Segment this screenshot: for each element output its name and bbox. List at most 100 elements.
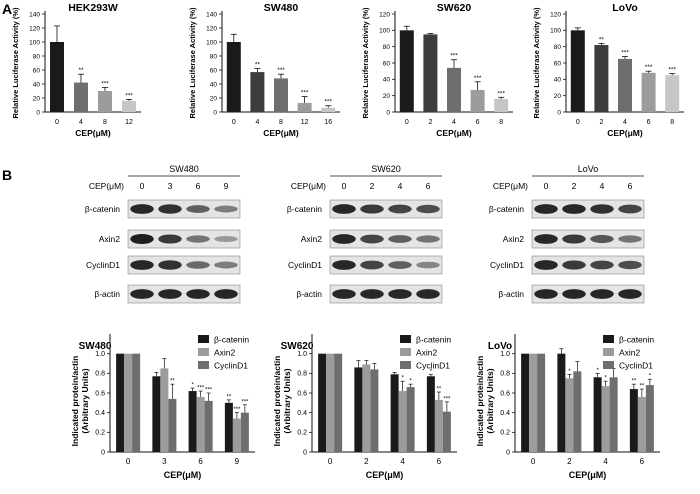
y-tick-label: 0.4 (95, 410, 105, 417)
protein-label: β-catenin (287, 204, 322, 214)
blot-band (534, 204, 558, 214)
cep-label: CEP(μM) (291, 181, 326, 191)
blot-band (214, 289, 238, 299)
significance-label: *** (197, 386, 205, 392)
protein-label: CyclinD1 (86, 260, 120, 270)
blot-band (332, 289, 356, 299)
bar-axin2-0 (529, 353, 538, 452)
bar-beta-catenin-2 (557, 353, 566, 452)
western-blots: SW480 CEP(μM) 0 3 6 9 β-catenin Axin2 CyclinD1 β-… (85, 164, 645, 304)
blot-strip (531, 284, 645, 304)
significance-label: *** (205, 388, 213, 394)
dose-label: 2 (370, 181, 375, 191)
bar-cyclind1-6 (645, 385, 654, 452)
x-axis-label: CEP(μM) (569, 470, 607, 480)
blot-band (534, 234, 558, 244)
bar-sw620-0 (399, 30, 414, 112)
x-tick-label: 8 (279, 119, 283, 126)
blot-band (416, 235, 440, 243)
bar-sw480-0 (226, 42, 241, 112)
y-axis-label-units: (Arbitrary Units) (485, 368, 495, 433)
y-axis-label: Relative Luciferase Activity (%) (532, 7, 541, 119)
significance-label: * (568, 369, 571, 375)
bar-sw480-16 (321, 107, 336, 112)
bar-cyclind1-0 (334, 353, 343, 452)
dose-label: 4 (398, 181, 403, 191)
bar-beta-catenin-6 (629, 389, 638, 452)
x-tick-label: 16 (324, 119, 332, 126)
y-tick-label: 140 (29, 11, 40, 18)
y-tick-label: 1.0 (500, 351, 510, 358)
x-tick-label: 12 (125, 119, 133, 126)
x-axis-label: CEP(μM) (263, 128, 299, 138)
blot-strip (329, 229, 443, 249)
blot-band (562, 289, 586, 299)
dose-label: 6 (196, 181, 201, 191)
bar-beta-catenin-6 (188, 391, 197, 452)
legend-swatch (400, 335, 411, 343)
bar-beta-catenin-3 (152, 376, 161, 452)
x-tick-label: 8 (670, 119, 674, 126)
x-tick-label: 8 (499, 119, 503, 126)
significance-label: *** (443, 396, 451, 402)
bar-axin2-2 (565, 378, 574, 452)
blot-band (332, 234, 356, 244)
blot-band (590, 289, 614, 299)
blot-band (534, 260, 558, 270)
significance-label: ** (599, 36, 605, 43)
blot-cell-title: SW480 (169, 164, 199, 174)
x-tick-label: 4 (603, 457, 608, 466)
x-tick-label: 4 (79, 119, 83, 126)
bar-beta-catenin-0 (116, 353, 125, 452)
blot-band (130, 289, 154, 299)
significance-label: ** (255, 62, 261, 69)
panel-letter-a: A (2, 1, 12, 17)
significance-label: * (596, 368, 599, 374)
quantification-charts: SW480 0 0.2 0.4 0.6 0.8 1.0 Indicated protein/a… (70, 334, 660, 480)
y-tick-label: 120 (379, 11, 390, 18)
y-tick-label: 20 (554, 93, 562, 100)
blot-band (618, 260, 642, 270)
y-tick-label: 0.2 (500, 430, 510, 437)
y-axis-label: Relative Luciferase Activity (%) (188, 7, 197, 119)
x-axis-label: CEP(μM) (164, 470, 202, 480)
protein-label: β-catenin (85, 204, 120, 214)
y-tick-label: 120 (29, 25, 40, 32)
bar-cyclind1-9 (240, 412, 249, 452)
x-axis-label: CEP(μM) (436, 128, 472, 138)
x-axis-label: CEP(μM) (75, 128, 111, 138)
bar-cyclind1-2 (370, 369, 379, 452)
y-axis-label: Indicated protein/actin (272, 356, 282, 447)
legend-swatch (198, 348, 209, 356)
blot-band (186, 235, 210, 243)
legend-swatch (198, 335, 209, 343)
bar-cyclind1-4 (609, 377, 618, 452)
bar-cyclind1-6 (442, 411, 451, 452)
blot-sw620: SW620 CEP(μM) 0 2 4 6 β-catenin Axin2 CyclinD1 β-… (287, 164, 443, 304)
x-tick-label: 4 (623, 119, 627, 126)
significance-label: *** (450, 53, 458, 60)
blot-band (158, 234, 182, 244)
y-tick-label: 60 (383, 60, 391, 67)
significance-label: * (604, 376, 607, 382)
bar-hek293w-4 (74, 82, 88, 112)
bar-lovo-8 (665, 75, 680, 112)
bar-axin2-6 (434, 399, 443, 452)
blot-band (214, 236, 238, 242)
y-tick-label: 60 (33, 67, 41, 74)
dose-label: 3 (168, 181, 173, 191)
protein-label: Axin2 (99, 234, 121, 244)
legend-label: β-catenin (416, 335, 451, 345)
chart-title: HEK293W (68, 2, 118, 14)
protein-label: β-actin (94, 289, 120, 299)
significance-label: *** (101, 81, 109, 88)
blot-band (618, 204, 642, 214)
bar-hek293w-0 (50, 42, 64, 112)
bar-beta-catenin-9 (224, 402, 233, 452)
bar-sw620-8 (494, 98, 509, 112)
dose-label: 9 (224, 181, 229, 191)
x-tick-label: 2 (599, 119, 603, 126)
